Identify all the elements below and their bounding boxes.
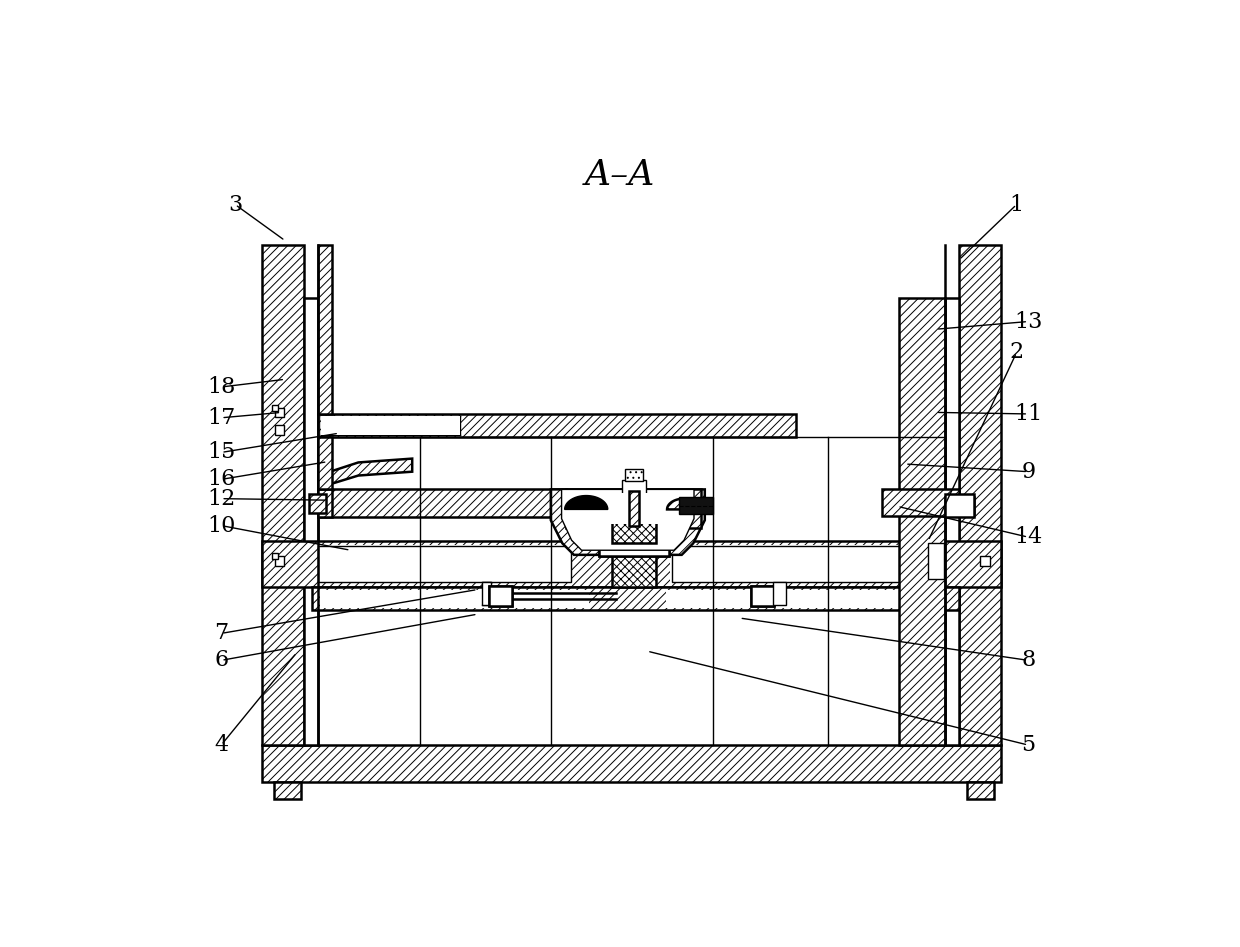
- Text: 7: 7: [215, 622, 228, 644]
- Bar: [751, 586, 774, 606]
- Text: 17: 17: [207, 407, 236, 429]
- Bar: [613, 510, 656, 587]
- Bar: [899, 298, 945, 745]
- Bar: [319, 490, 567, 517]
- Polygon shape: [562, 490, 694, 550]
- Bar: [319, 414, 796, 437]
- Polygon shape: [319, 458, 412, 490]
- Text: 9: 9: [1021, 460, 1035, 483]
- Bar: [928, 544, 944, 579]
- Bar: [967, 782, 993, 799]
- Text: 12: 12: [207, 488, 236, 509]
- Polygon shape: [551, 490, 704, 555]
- Bar: [319, 490, 332, 517]
- Bar: [272, 552, 278, 559]
- Bar: [945, 497, 975, 514]
- Text: 8: 8: [1021, 650, 1035, 671]
- Text: 13: 13: [1014, 311, 1043, 332]
- Bar: [272, 404, 278, 411]
- Bar: [599, 541, 670, 557]
- Bar: [599, 541, 670, 557]
- Bar: [275, 425, 284, 435]
- Bar: [309, 494, 326, 512]
- Bar: [578, 493, 631, 524]
- Bar: [490, 586, 512, 606]
- Text: 16: 16: [207, 469, 236, 491]
- Text: 14: 14: [1014, 527, 1043, 548]
- Bar: [486, 589, 495, 602]
- Text: 18: 18: [207, 376, 236, 398]
- Bar: [589, 507, 678, 518]
- Text: 10: 10: [207, 514, 236, 537]
- Bar: [319, 437, 332, 490]
- Bar: [320, 589, 589, 608]
- Bar: [304, 298, 319, 745]
- Bar: [567, 490, 701, 527]
- Bar: [672, 546, 915, 581]
- Bar: [321, 417, 460, 435]
- Bar: [319, 244, 332, 414]
- Bar: [678, 497, 713, 514]
- Text: 4: 4: [215, 734, 228, 756]
- Bar: [312, 587, 959, 610]
- Bar: [490, 586, 512, 606]
- Text: 15: 15: [207, 441, 236, 463]
- Bar: [630, 491, 639, 527]
- Bar: [481, 581, 491, 605]
- Bar: [635, 493, 688, 524]
- Text: 5: 5: [1021, 734, 1035, 756]
- Bar: [773, 581, 786, 605]
- Bar: [666, 589, 944, 608]
- Polygon shape: [564, 495, 608, 509]
- Text: A–A: A–A: [585, 158, 655, 192]
- Bar: [275, 408, 284, 417]
- Bar: [945, 298, 959, 745]
- Text: 6: 6: [215, 650, 228, 671]
- Text: 2: 2: [1009, 341, 1024, 364]
- Bar: [599, 493, 670, 507]
- Bar: [613, 510, 656, 543]
- Bar: [959, 244, 1001, 745]
- Text: 11: 11: [1014, 402, 1043, 425]
- Bar: [262, 244, 304, 745]
- Bar: [275, 556, 284, 566]
- Bar: [625, 470, 644, 481]
- Bar: [981, 556, 990, 566]
- Bar: [622, 480, 646, 494]
- Bar: [319, 545, 573, 583]
- Bar: [670, 545, 916, 583]
- Bar: [882, 490, 959, 515]
- Bar: [262, 745, 1001, 782]
- Bar: [262, 541, 1001, 587]
- Bar: [274, 782, 300, 799]
- Text: 3: 3: [228, 193, 242, 216]
- Bar: [751, 586, 774, 606]
- Text: 1: 1: [1009, 193, 1024, 216]
- Bar: [319, 546, 570, 581]
- Bar: [774, 589, 785, 603]
- Polygon shape: [667, 499, 701, 509]
- Bar: [945, 494, 975, 517]
